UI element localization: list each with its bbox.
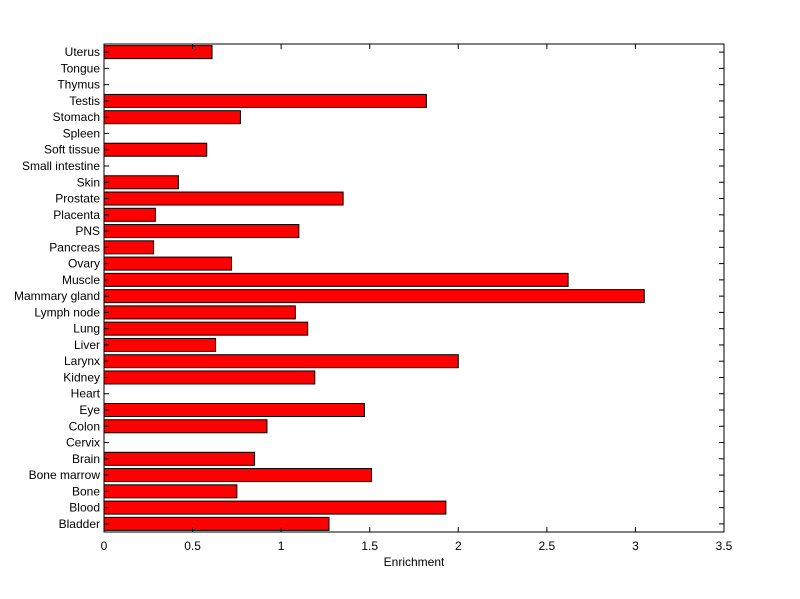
y-tick-label: Liver: [74, 338, 100, 352]
x-tick-label: 1: [278, 539, 285, 553]
y-tick-label: Placenta: [53, 208, 100, 222]
bar-skin: [103, 175, 179, 190]
x-tick-label: 2: [455, 539, 462, 553]
bar-eye: [103, 402, 365, 418]
bar-brain: [103, 451, 256, 466]
y-tick-label: Mammary gland: [14, 289, 100, 303]
x-tick-label: 3: [632, 539, 639, 553]
bar-testis: [103, 93, 427, 108]
y-tick-label: Lung: [73, 322, 100, 336]
y-tick-label: Small intestine: [22, 159, 100, 173]
x-axis-label: Enrichment: [384, 555, 445, 569]
bar-liver: [103, 337, 217, 352]
y-tick-label: Lymph node: [34, 305, 100, 319]
y-tick-label: Colon: [69, 419, 100, 433]
bar-stomach: [103, 110, 241, 125]
y-tick-label: Eye: [79, 403, 100, 417]
bar-bone: [103, 484, 238, 499]
y-tick-label: Blood: [69, 501, 100, 515]
y-tick-label: Skin: [77, 175, 100, 189]
y-tick-label: Uterus: [65, 45, 100, 59]
x-tick-label: 1.5: [361, 539, 378, 553]
x-tick-label: 0: [101, 539, 108, 553]
bar-lymph-node: [103, 305, 296, 320]
bar-kidney: [103, 370, 316, 385]
y-tick-label: Muscle: [62, 273, 100, 287]
y-tick-label: Tongue: [61, 61, 101, 75]
y-tick-label: Bladder: [59, 517, 100, 531]
y-tick-label: Ovary: [68, 257, 100, 271]
bar-soft-tissue: [103, 142, 208, 157]
y-tick-label: Larynx: [64, 354, 100, 368]
bar-mammary-gland: [103, 289, 645, 304]
bar-colon: [103, 419, 268, 434]
y-tick-label: Testis: [69, 94, 100, 108]
bar-bone-marrow: [103, 468, 372, 483]
bar-pancreas: [103, 240, 155, 255]
x-axis-ticks: 0 0.5 1 1.5 2 2.5 3 3.5: [101, 44, 733, 553]
y-tick-label: Thymus: [57, 78, 100, 92]
x-tick-label: 3.5: [716, 539, 733, 553]
y-tick-label: Bone marrow: [29, 468, 101, 482]
y-tick-label: Heart: [71, 387, 101, 401]
x-tick-label: 2.5: [539, 539, 556, 553]
y-tick-label: Stomach: [53, 110, 100, 124]
bar-prostate: [103, 191, 344, 206]
bar-bladder: [103, 516, 330, 531]
bar-pns: [103, 224, 300, 239]
y-tick-label: Spleen: [63, 126, 100, 140]
plot-frame: [103, 43, 725, 533]
y-tick-label: Kidney: [63, 370, 100, 384]
bar-blood: [103, 500, 447, 515]
bar-uterus: [103, 45, 213, 60]
y-tick-label: Bone: [72, 484, 100, 498]
bar-placenta: [103, 207, 156, 222]
bar-muscle: [103, 272, 569, 287]
y-tick-label: Pancreas: [49, 240, 100, 254]
y-tick-label: Brain: [72, 452, 100, 466]
y-tick-label: Soft tissue: [44, 143, 100, 157]
bar-lung: [103, 321, 309, 336]
y-tick-label: Cervix: [66, 436, 100, 450]
y-tick-label: Prostate: [55, 192, 100, 206]
bar-ovary: [103, 256, 233, 271]
bar-larynx: [103, 354, 459, 369]
y-axis-ticks: Bladder Blood Bone Bone marrow Brain Cervix Co…: [14, 45, 724, 531]
bar-group: [103, 45, 645, 531]
y-tick-label: PNS: [75, 224, 100, 238]
x-tick-label: 0.5: [184, 539, 201, 553]
